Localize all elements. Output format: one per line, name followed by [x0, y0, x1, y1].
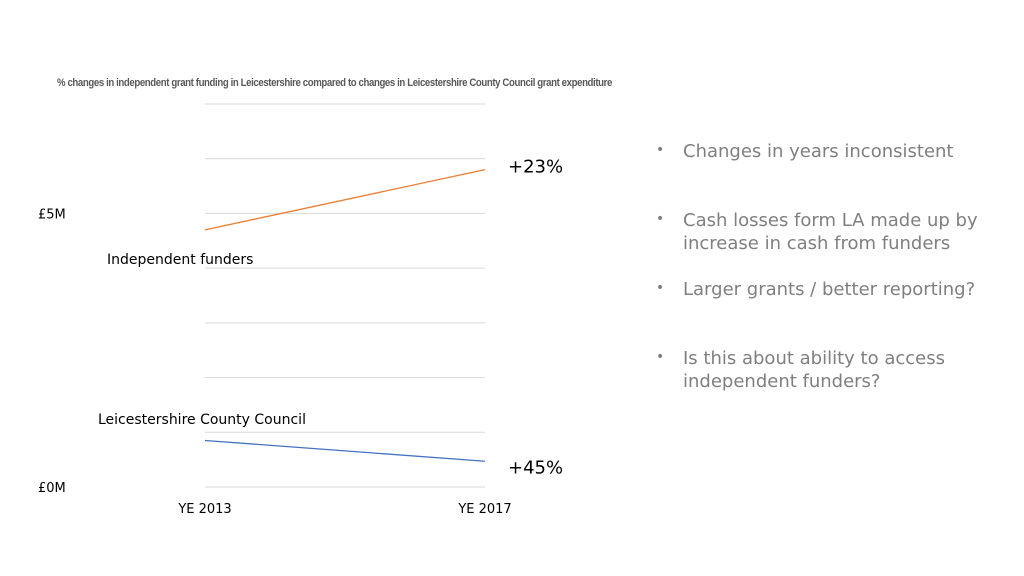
bullet-text: Larger grants / better reporting? — [683, 279, 976, 300]
line-chart: £5M £0M YE 2013 YE 2017 Independent funders +… — [38, 103, 563, 517]
y-tick-label: £0M — [38, 481, 66, 496]
series-name-label: Independent funders — [107, 252, 253, 268]
data-label: +23% — [508, 157, 563, 178]
chart-title: % changes in independent grant funding i… — [57, 77, 612, 89]
bullet-item: • Changes in years inconsistent — [656, 140, 986, 163]
bullet-dot: • — [656, 349, 665, 365]
bullet-item: • Cash losses form LA made up by increas… — [656, 209, 986, 255]
series-line — [204, 439, 486, 462]
bullet-dot: • — [656, 142, 665, 158]
x-tick-label: YE 2013 — [177, 502, 231, 517]
bullet-item: • Larger grants / better reporting? — [656, 278, 986, 301]
bullet-text: Is this about ability to access independ… — [683, 348, 945, 392]
bullet-dot: • — [656, 280, 665, 296]
x-tick-label: YE 2017 — [457, 502, 511, 517]
data-label: +45% — [508, 457, 563, 478]
bullet-item: • Is this about ability to access indepe… — [656, 347, 986, 393]
y-tick-label: £5M — [38, 207, 66, 222]
bullet-text: Cash losses form LA made up by increase … — [683, 210, 978, 254]
bullet-dot: • — [656, 211, 665, 227]
series-line — [204, 169, 486, 231]
bullet-text: Changes in years inconsistent — [683, 141, 954, 162]
series-name-label: Leicestershire County Council — [98, 412, 306, 428]
